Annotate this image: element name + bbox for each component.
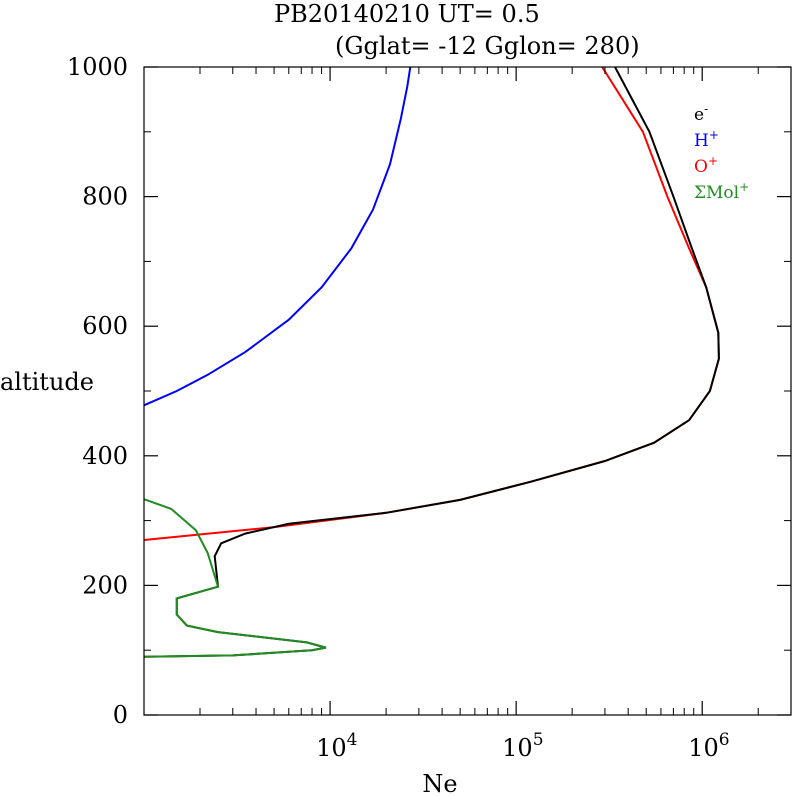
legend-entry: H+ [694, 128, 719, 151]
x-axis-label: Ne [422, 770, 457, 796]
chart-title: PB20140210 UT= 0.5 [274, 0, 540, 28]
series-layer [143, 66, 720, 658]
legend: e- H+ O+ ΣMol+ [694, 102, 749, 203]
series-line-o [143, 66, 720, 541]
y-tick-label: 200 [82, 571, 128, 599]
y-tick-label: 600 [82, 312, 128, 340]
legend-entry: O+ [694, 154, 718, 177]
y-tick-label: 400 [82, 442, 128, 470]
chart-subtitle: (Gglat= -12 Gglon= 280) [335, 32, 640, 60]
y-tick-label: 0 [113, 701, 128, 729]
y-tick-label: 800 [82, 183, 128, 211]
legend-entry: ΣMol+ [694, 180, 749, 203]
x-tick-label: 105 [502, 730, 543, 762]
y-axis-label: altitude [0, 368, 94, 396]
y-tick-label: 1000 [67, 53, 128, 81]
series-line-h [143, 66, 412, 407]
legend-entry: e- [694, 102, 708, 125]
series-line-mol [143, 498, 327, 658]
x-tick-label: 104 [316, 730, 357, 762]
x-tick-label: 106 [688, 730, 729, 762]
ticks-layer: 0 200 400 600 800 1000 104 105 106 [67, 53, 791, 762]
